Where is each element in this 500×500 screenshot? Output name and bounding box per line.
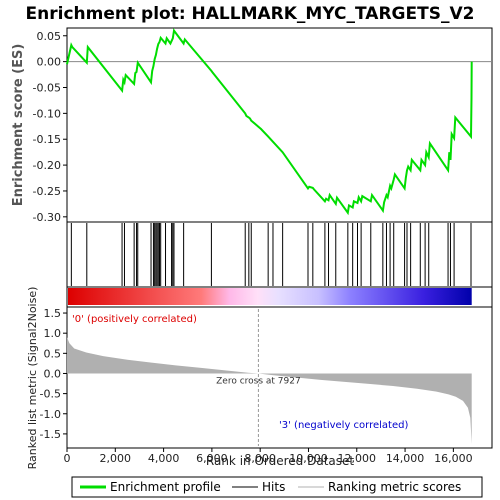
x-tick-label: 8,000 — [244, 452, 276, 465]
es-y-ticks: 0.05 0.00 -0.05 -0.10 -0.15 -0.20 -0.25 -0.30 — [33, 30, 67, 224]
metric-y-tick-label: -1.5 — [40, 428, 61, 441]
x-tick-label: 4,000 — [148, 452, 180, 465]
x-axis-label: Rank in Ordered Dataset — [206, 454, 354, 468]
zero-cross-label: Zero cross at 7927 — [216, 376, 301, 386]
legend: Enrichment profile Hits Ranking metric sco… — [80, 480, 461, 494]
es-panel-frame — [66, 27, 493, 223]
metric-y-axis-label: Ranked list metric (Signal2Noise) — [26, 287, 39, 470]
negative-correlation-label: '3' (negatively correlated) — [279, 420, 408, 431]
metric-y-tick-label: 1.5 — [44, 307, 62, 320]
x-tick-label: 16,000 — [434, 452, 473, 465]
es-y-tick-label: -0.10 — [33, 107, 61, 120]
positive-correlation-label: '0' (positively correlated) — [72, 314, 197, 325]
es-y-tick-label: -0.05 — [33, 81, 61, 94]
legend-label: Enrichment profile — [110, 480, 221, 494]
x-tick-label: 14,000 — [386, 452, 425, 465]
es-y-axis-label: Enrichment score (ES) — [11, 44, 26, 207]
metric-y-tick-label: -0.5 — [40, 388, 61, 401]
es-y-tick-label: -0.15 — [33, 133, 61, 146]
ranked-list-heat-bar — [68, 288, 472, 305]
metric-y-tick-label: 1.0 — [44, 327, 62, 340]
x-axis-ticks: 0 2,000 4,000 6,000 8,000 10,000 12,000 14,000 1… — [64, 448, 473, 465]
legend-label: Ranking metric scores — [328, 480, 461, 494]
metric-y-tick-label: -1.0 — [40, 408, 61, 421]
es-y-tick-label: -0.20 — [33, 159, 61, 172]
metric-y-ticks: 1.5 1.0 0.5 0.0 -0.5 -1.0 -1.5 — [40, 307, 67, 441]
metric-y-tick-label: 0.5 — [44, 347, 62, 360]
es-y-tick-label: -0.30 — [33, 211, 61, 224]
es-y-tick-label: -0.25 — [33, 185, 61, 198]
ranking-metric-area — [67, 337, 472, 444]
enrichment-profile-line — [66, 28, 473, 216]
es-y-tick-label: 0.00 — [37, 56, 62, 69]
es-y-tick-label: 0.05 — [37, 30, 62, 43]
x-tick-label: 2,000 — [100, 452, 132, 465]
metric-y-tick-label: 0.0 — [44, 367, 62, 380]
legend-box — [71, 476, 483, 498]
legend-label: Hits — [262, 480, 285, 494]
hits-marks — [70, 223, 472, 286]
metric-panel-frame — [66, 306, 493, 449]
x-tick-label: 6,000 — [196, 452, 228, 465]
x-tick-label: 0 — [64, 452, 71, 465]
x-tick-label: 10,000 — [289, 452, 328, 465]
x-tick-label: 12,000 — [338, 452, 377, 465]
chart-title: Enrichment plot: HALLMARK_MYC_TARGETS_V2 — [26, 4, 475, 24]
